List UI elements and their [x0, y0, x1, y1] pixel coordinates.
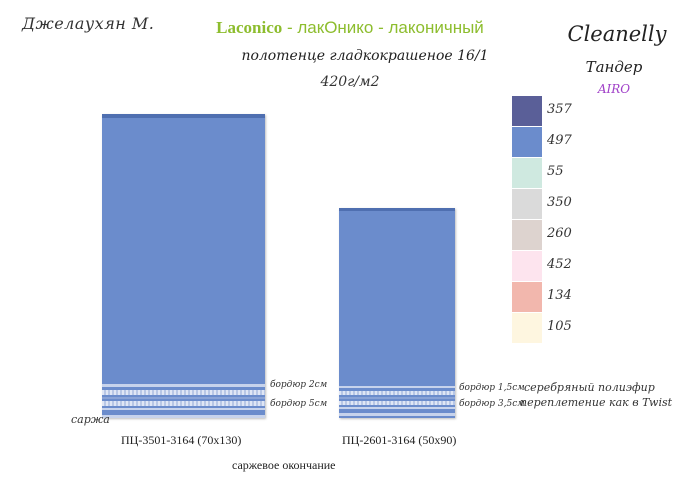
brand-name: Laconico [216, 18, 283, 37]
color-swatch [512, 282, 542, 313]
title-translation: - лакОнико - лаконичный [282, 18, 484, 37]
color-swatch [512, 220, 542, 251]
border-band-line [339, 413, 455, 416]
border-band-stripe [102, 390, 265, 395]
color-swatch [512, 96, 542, 127]
color-swatch [512, 127, 542, 158]
border-band-stripe [102, 401, 265, 406]
color-swatch [512, 313, 542, 344]
border-band-line [102, 397, 265, 399]
twist-weave-note: переплетение как в Twist [520, 396, 673, 409]
silver-polyester-note: серебряный полиэфир [524, 381, 655, 394]
color-code-label: 260 [547, 226, 572, 241]
border-label-top: бордюр 1,5см [459, 383, 525, 393]
towel-large [102, 114, 265, 418]
border-band-line [339, 397, 455, 399]
product-weight: 420г/м2 [320, 74, 380, 90]
color-swatch [512, 158, 542, 189]
color-code-label: 350 [547, 195, 572, 210]
logo-airo: AIRO [597, 82, 631, 96]
color-code-label: 105 [547, 319, 572, 334]
color-code-label: 497 [547, 133, 572, 148]
border-band-line [102, 415, 265, 418]
border-band-line [102, 408, 265, 410]
color-code-label: 452 [547, 257, 572, 272]
color-code-label: 357 [547, 102, 572, 117]
logo-line: Тандер [585, 58, 643, 76]
border-band-line [102, 384, 265, 387]
color-palette [512, 96, 542, 344]
color-code-label: 134 [547, 288, 572, 303]
border-label-bottom: бордюр 3,5см [459, 399, 525, 409]
cleanelly-logo: Cleanelly [567, 22, 667, 46]
border-label-top: бордюр 2см [270, 380, 328, 390]
border-band-stripe [339, 391, 455, 395]
color-swatch [512, 251, 542, 282]
border-band-stripe [339, 401, 455, 405]
author-signature: Джелаухян М. [22, 14, 155, 33]
towel-top-hem [339, 208, 455, 211]
towel-top-hem [102, 114, 265, 118]
color-swatch [512, 189, 542, 220]
border-band-line [339, 386, 455, 388]
page-title: Laconico - лакОнико - лаконичный [0, 18, 700, 38]
twill-note: саржа [71, 413, 110, 426]
twill-ending-note: саржевое окончание [232, 458, 336, 472]
towel-small [339, 208, 455, 418]
border-label-bottom: бордюр 5см [270, 399, 328, 409]
product-subtitle: полотенце гладкокрашеное 16/1 [241, 48, 489, 64]
border-band-line [339, 407, 455, 409]
towel-large-label: ПЦ-3501-3164 (70х130) [121, 433, 242, 447]
towel-small-label: ПЦ-2601-3164 (50х90) [342, 433, 457, 447]
color-code-label: 55 [547, 164, 564, 179]
